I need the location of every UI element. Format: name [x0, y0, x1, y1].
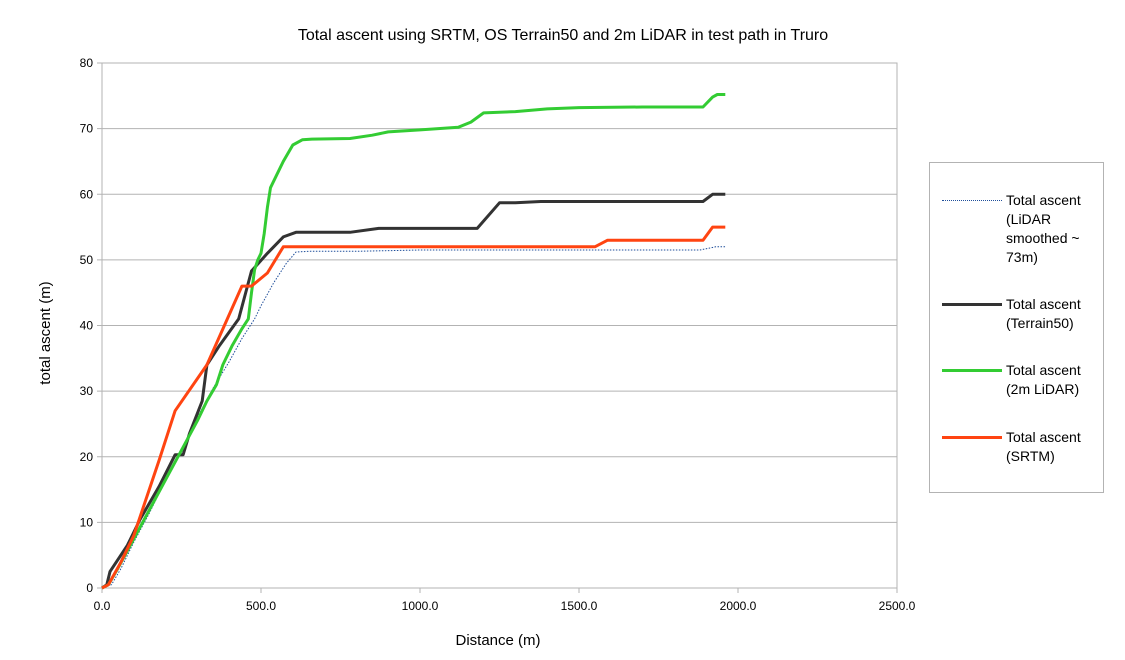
- legend-label-srtm: Total ascent (SRTM): [1006, 429, 1081, 464]
- series-line-srtm: [101, 225, 726, 590]
- x-tick-label: 1000.0: [402, 599, 439, 613]
- legend-swatch-lidar-smoothed: [942, 200, 1002, 201]
- legend-label-2m-lidar: Total ascent (2m LiDAR): [1006, 362, 1081, 397]
- y-tick-label: 10: [80, 515, 94, 529]
- y-axis-ticks: 0 10 20 30 40 50 60 70 80: [80, 56, 102, 595]
- series-lines: [101, 93, 726, 590]
- y-tick-label: 40: [80, 319, 94, 333]
- series-line-terrain50: [101, 192, 726, 590]
- y-tick-label: 50: [80, 253, 94, 267]
- x-tick-label: 0.0: [94, 599, 111, 613]
- x-tick-label: 1500.0: [561, 599, 598, 613]
- x-tick-label: 500.0: [246, 599, 276, 613]
- y-tick-label: 70: [80, 122, 94, 136]
- x-tick-label: 2500.0: [879, 599, 916, 613]
- series-line-2m-lidar: [101, 93, 726, 590]
- series-line-lidar-smoothed: [101, 246, 726, 589]
- y-tick-label: 60: [80, 187, 94, 201]
- gridlines: [102, 128, 897, 523]
- y-tick-label: 30: [80, 384, 94, 398]
- legend-swatch-srtm: [942, 436, 1002, 439]
- x-axis-label: Distance (m): [455, 632, 540, 649]
- legend-label-lidar-smoothed: Total ascent (LiDAR smoothed ~ 73m): [1006, 192, 1081, 265]
- chart-title: Total ascent using SRTM, OS Terrain50 an…: [298, 27, 828, 44]
- legend-label-terrain50: Total ascent (Terrain50): [1006, 296, 1081, 331]
- y-axis-label: total ascent (m): [37, 281, 54, 384]
- legend-swatch-terrain50: [942, 303, 1002, 306]
- y-tick-label: 0: [86, 581, 93, 595]
- x-axis-ticks: 0.0 500.0 1000.0 1500.0 2000.0 2500.0: [94, 588, 916, 613]
- y-tick-label: 80: [80, 56, 94, 70]
- x-tick-label: 2000.0: [720, 599, 757, 613]
- legend: Total ascent (LiDAR smoothed ~ 73m) Tota…: [929, 162, 1104, 493]
- legend-swatch-2m-lidar: [942, 369, 1002, 372]
- y-tick-label: 20: [80, 450, 94, 464]
